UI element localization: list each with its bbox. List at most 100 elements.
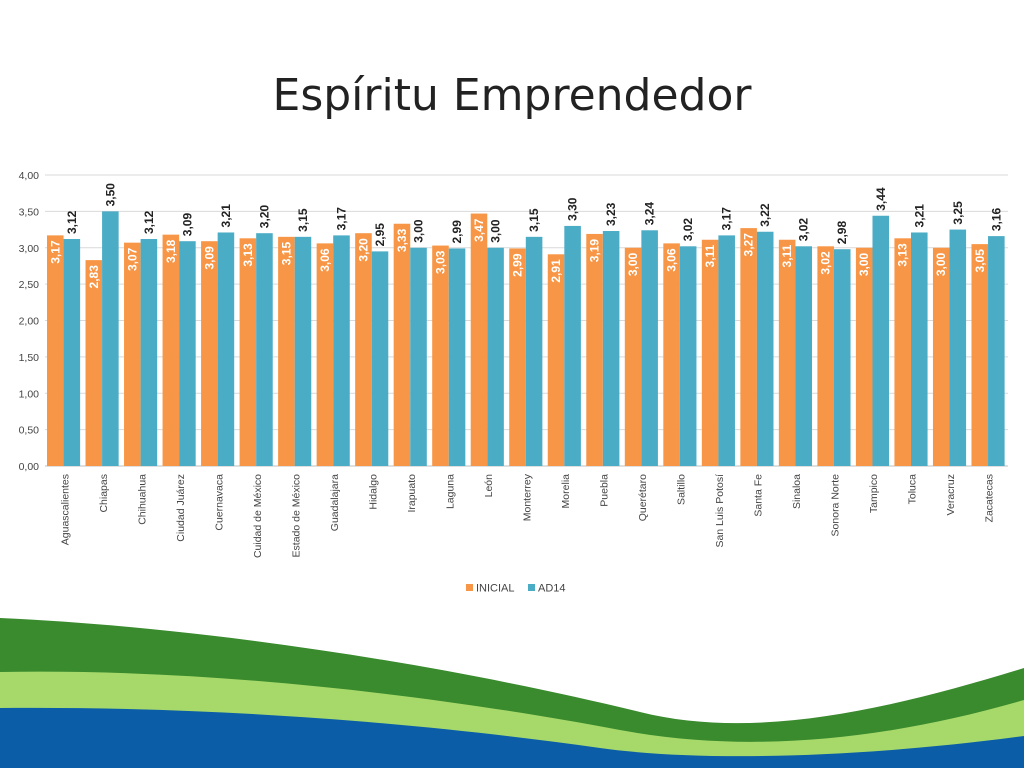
x-category-label: Veracruz bbox=[945, 474, 957, 515]
data-label-ad14: 3,15 bbox=[527, 208, 541, 232]
bar-inicial bbox=[124, 242, 141, 466]
data-label-ad14: 3,02 bbox=[797, 218, 811, 242]
legend-label-inicial: INICIAL bbox=[476, 583, 515, 595]
bar-inicial bbox=[432, 245, 449, 466]
bar-ad14 bbox=[679, 246, 697, 466]
bar-inicial bbox=[85, 260, 103, 466]
data-label-inicial: 3,07 bbox=[125, 247, 139, 271]
data-label-ad14: 3,00 bbox=[489, 219, 503, 243]
data-label-inicial: 2,91 bbox=[549, 259, 563, 283]
data-label-ad14: 3,50 bbox=[103, 183, 117, 207]
data-label-inicial: 3,11 bbox=[780, 244, 794, 267]
bar-ad14 bbox=[179, 241, 196, 466]
wave-light-green bbox=[0, 671, 1024, 768]
data-label-inicial: 3,00 bbox=[626, 252, 640, 276]
slide-title: Espíritu Emprendedor bbox=[272, 70, 752, 121]
bar-inicial bbox=[201, 241, 218, 466]
data-label-ad14: 3,17 bbox=[720, 207, 734, 231]
bar-ad14 bbox=[294, 236, 312, 466]
x-category-label: Guadalajara bbox=[329, 474, 341, 531]
bar-ad14 bbox=[256, 233, 273, 466]
x-category-label: Zacatecas bbox=[984, 474, 996, 522]
bar-ad14 bbox=[641, 230, 658, 466]
data-label-inicial: 3,19 bbox=[588, 239, 602, 263]
bar-ad14 bbox=[795, 246, 813, 466]
data-label-ad14: 3,12 bbox=[142, 210, 156, 234]
data-label-inicial: 3,00 bbox=[934, 252, 948, 276]
bar-ad14 bbox=[564, 225, 581, 466]
data-label-inicial: 3,27 bbox=[742, 233, 756, 257]
data-label-ad14: 3,30 bbox=[566, 197, 580, 221]
y-tick-label: 3,00 bbox=[19, 243, 40, 255]
bar-inicial bbox=[855, 247, 873, 466]
x-category-label: Santa Fe bbox=[753, 474, 765, 517]
data-label-inicial: 3,47 bbox=[472, 218, 486, 242]
bar-ad14 bbox=[602, 231, 620, 466]
legend: INICIAL AD14 bbox=[466, 583, 566, 595]
x-axis: Aguascalientes Chiapas Chihuahua Ciudad Juá… bbox=[59, 473, 995, 558]
x-category-label: León bbox=[483, 474, 495, 498]
data-label-inicial: 3,13 bbox=[896, 243, 910, 267]
bar-inicial bbox=[162, 234, 180, 466]
data-label-ad14: 3,22 bbox=[758, 203, 772, 227]
x-category-label: Cuidad de México bbox=[252, 474, 264, 558]
y-tick-label: 3,50 bbox=[19, 206, 40, 218]
data-label-inicial: 2,99 bbox=[511, 253, 525, 277]
wave-dark-green bbox=[0, 618, 1024, 768]
x-category-label: Laguna bbox=[444, 474, 456, 509]
data-label-ad14: 3,21 bbox=[912, 204, 926, 228]
data-label-inicial: 3,06 bbox=[318, 248, 332, 272]
x-category-label: San Luis Potosí bbox=[714, 474, 726, 548]
data-label-inicial: 3,03 bbox=[433, 250, 447, 274]
x-category-label: Morelia bbox=[560, 474, 572, 509]
data-label-inicial: 3,20 bbox=[356, 238, 370, 262]
data-label-ad14: 3,15 bbox=[296, 208, 310, 232]
data-label-ad14: 3,23 bbox=[604, 202, 618, 226]
bar-ad14 bbox=[756, 231, 774, 466]
data-label-ad14: 3,09 bbox=[180, 213, 194, 237]
y-tick-label: 2,50 bbox=[19, 279, 40, 291]
bar-inicial bbox=[663, 243, 680, 466]
y-tick-label: 1,50 bbox=[19, 352, 40, 364]
bar-ad14 bbox=[525, 236, 543, 466]
data-label-inicial: 3,13 bbox=[241, 243, 255, 267]
bar-inicial bbox=[817, 246, 834, 466]
x-category-label: Hidalgo bbox=[367, 474, 379, 510]
bar-ad14 bbox=[410, 247, 427, 466]
x-category-label: Querétaro bbox=[637, 474, 649, 521]
data-label-inicial: 3,00 bbox=[857, 252, 871, 276]
data-label-ad14: 3,16 bbox=[989, 207, 1003, 231]
x-category-label: Aguascalientes bbox=[59, 474, 71, 545]
bar-inicial bbox=[355, 233, 372, 466]
bar-ad14 bbox=[487, 247, 504, 466]
x-category-label: Chiapas bbox=[98, 474, 110, 513]
value-labels: 3,173,122,833,503,073,123,183,093,093,21… bbox=[48, 183, 1003, 289]
data-label-ad14: 3,25 bbox=[951, 201, 965, 225]
x-category-label: Tampico bbox=[868, 474, 880, 513]
data-label-ad14: 3,17 bbox=[334, 207, 348, 231]
data-label-inicial: 3,17 bbox=[48, 240, 62, 264]
x-category-label: Saltillo bbox=[676, 474, 688, 505]
bar-ad14 bbox=[371, 251, 389, 466]
data-label-inicial: 3,15 bbox=[279, 242, 293, 266]
bar-inicial bbox=[47, 235, 64, 466]
wave-blue bbox=[0, 707, 1024, 768]
bar-inicial bbox=[778, 239, 796, 466]
bar-inicial bbox=[509, 248, 526, 466]
data-label-ad14: 2,98 bbox=[835, 221, 849, 245]
data-label-ad14: 3,20 bbox=[257, 205, 271, 229]
y-tick-label: 1,00 bbox=[19, 388, 40, 400]
x-category-label: Toluca bbox=[907, 474, 919, 505]
x-category-label: Puebla bbox=[599, 474, 611, 507]
bar-ad14 bbox=[988, 236, 1005, 466]
bar-ad14 bbox=[949, 229, 967, 466]
bar-ad14 bbox=[911, 232, 928, 466]
bar-inicial bbox=[894, 238, 912, 466]
data-label-inicial: 3,11 bbox=[703, 244, 717, 267]
data-label-ad14: 3,12 bbox=[65, 210, 79, 234]
x-category-label: Estado de México bbox=[290, 474, 302, 558]
bar-ad14 bbox=[872, 215, 890, 466]
x-category-label: Sinaloa bbox=[791, 474, 803, 509]
data-label-inicial: 3,09 bbox=[202, 246, 216, 270]
data-label-inicial: 2,83 bbox=[87, 265, 101, 289]
